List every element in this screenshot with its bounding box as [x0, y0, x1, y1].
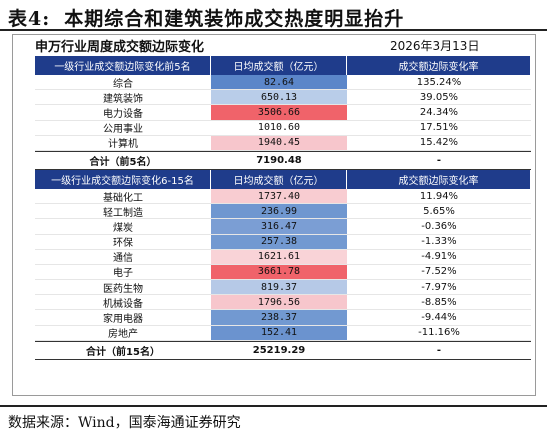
change-rate: -8.85%: [421, 296, 457, 308]
turnover-value: 1796.56: [211, 295, 347, 310]
table-heading: 申万行业周度成交额边际变化: [35, 40, 205, 55]
table-row: 计算机 1940.45 15.42%: [35, 135, 531, 151]
total-row: 合计（前5名） 7190.48 -: [35, 150, 531, 170]
change-rate: -0.36%: [421, 220, 457, 232]
turnover-value: 257.38: [211, 234, 347, 249]
turnover-value: 238.37: [211, 310, 347, 325]
table-row: 公用事业 1010.60 17.51%: [35, 120, 531, 136]
turnover-value: 82.64: [211, 75, 347, 90]
industry-name: 基础化工: [103, 192, 143, 204]
table-row: 房地产 152.41 -11.16%: [35, 325, 531, 341]
change-rate: 11.94%: [419, 190, 459, 202]
change-rate: -4.91%: [421, 251, 457, 263]
total-row: 合计（前15名） 25219.29 -: [35, 340, 531, 360]
turnover-value: 1621.61: [211, 249, 347, 264]
data-source: 数据来源：Wind，国泰海通证券研究: [8, 415, 241, 431]
industry-name: 环保: [113, 238, 133, 250]
table-row: 电力设备 3506.66 24.34%: [35, 105, 531, 121]
column-header: 一级行业成交额边际变化前5名: [35, 56, 211, 75]
column-header: 日均成交额（亿元）: [211, 169, 347, 189]
industry-name: 医药生物: [103, 283, 143, 295]
turnover-value: 1940.45: [211, 135, 347, 150]
total-label: 合计（前5名）: [89, 156, 157, 168]
column-header: 成交额边际变化率: [347, 56, 531, 75]
industry-name: 综合: [113, 78, 133, 90]
change-rate: 15.42%: [419, 137, 459, 149]
change-rate: 39.05%: [419, 91, 459, 103]
table-row: 家用电器 238.37 -9.44%: [35, 310, 531, 326]
turnover-value: 1010.60: [211, 120, 347, 135]
turnover-value: 236.99: [211, 204, 347, 219]
industry-name: 家用电器: [103, 314, 143, 326]
table-row: 基础化工 1737.40 11.94%: [35, 188, 531, 205]
table-title: 表4: 本期综合和建筑装饰成交热度明显抬升: [8, 4, 404, 31]
industry-name: 建筑装饰: [103, 93, 143, 105]
industry-name: 计算机: [108, 139, 138, 151]
turnover-value: 152.41: [211, 325, 347, 340]
total-value: 25219.29: [252, 344, 306, 356]
table-row: 环保 257.38 -1.33%: [35, 234, 531, 250]
table-row: 煤炭 316.47 -0.36%: [35, 219, 531, 235]
turnover-value: 316.47: [211, 219, 347, 234]
table-row: 医药生物 819.37 -7.97%: [35, 280, 531, 296]
table-row: 电子 3661.78 -7.52%: [35, 264, 531, 281]
turnover-value: 650.13: [211, 90, 347, 105]
header-row: 一级行业成交额边际变化前5名 日均成交额（亿元） 成交额边际变化率: [35, 56, 531, 75]
total-change: -: [436, 344, 442, 356]
table-row: 机械设备 1796.56 -8.85%: [35, 295, 531, 311]
turnover-value: 1737.40: [211, 188, 347, 204]
table-row: 综合 82.64 135.24%: [35, 75, 531, 91]
industry-name: 房地产: [108, 329, 138, 341]
total-change: -: [436, 154, 442, 166]
table-grid: 一级行业成交额边际变化前5名 日均成交额（亿元） 成交额边际变化率 综合 82.64 13…: [35, 56, 531, 360]
table-row: 轻工制造 236.99 5.65%: [35, 204, 531, 220]
change-rate: 135.24%: [416, 76, 462, 88]
table-row: 通信 1621.61 -4.91%: [35, 249, 531, 265]
change-rate: -11.16%: [418, 327, 460, 339]
total-label: 合计（前15名）: [86, 346, 160, 358]
change-rate: -7.97%: [421, 281, 457, 293]
change-rate: 5.65%: [423, 205, 455, 217]
turnover-value: 3506.66: [211, 105, 347, 120]
table-title-text: 本期综合和建筑装饰成交热度明显抬升: [64, 8, 405, 30]
industry-name: 煤炭: [113, 222, 133, 234]
change-rate: 17.51%: [419, 122, 459, 134]
column-header: 一级行业成交额边际变化6-15名: [35, 169, 211, 189]
change-rate: 24.34%: [419, 106, 459, 118]
header-row: 一级行业成交额边际变化6-15名 日均成交额（亿元） 成交额边际变化率: [35, 169, 531, 189]
column-header: 日均成交额（亿元）: [211, 56, 347, 75]
data-table: 申万行业周度成交额边际变化 2026年3月13日 一级行业成交额边际变化前5名日…: [12, 34, 536, 396]
turnover-value: 819.37: [211, 280, 347, 295]
industry-name: 通信: [113, 253, 133, 265]
turnover-value: 3661.78: [211, 264, 347, 280]
table-date: 2026年3月13日: [390, 39, 480, 53]
industry-name: 机械设备: [103, 298, 143, 310]
change-rate: -9.44%: [421, 312, 457, 324]
industry-name: 电子: [113, 268, 133, 280]
industry-name: 公用事业: [103, 124, 143, 136]
industry-name: 轻工制造: [103, 207, 143, 219]
change-rate: -1.33%: [421, 236, 457, 248]
total-value: 7190.48: [256, 154, 302, 166]
table-header-bar: 申万行业周度成交额边际变化 2026年3月13日: [13, 35, 535, 55]
column-header: 成交额边际变化率: [347, 169, 531, 189]
change-rate: -7.52%: [421, 266, 457, 278]
table-number: 表4:: [8, 8, 51, 30]
top-rule: [0, 29, 547, 31]
industry-name: 电力设备: [103, 108, 143, 120]
bottom-rule: [0, 405, 547, 407]
table-row: 建筑装饰 650.13 39.05%: [35, 90, 531, 106]
